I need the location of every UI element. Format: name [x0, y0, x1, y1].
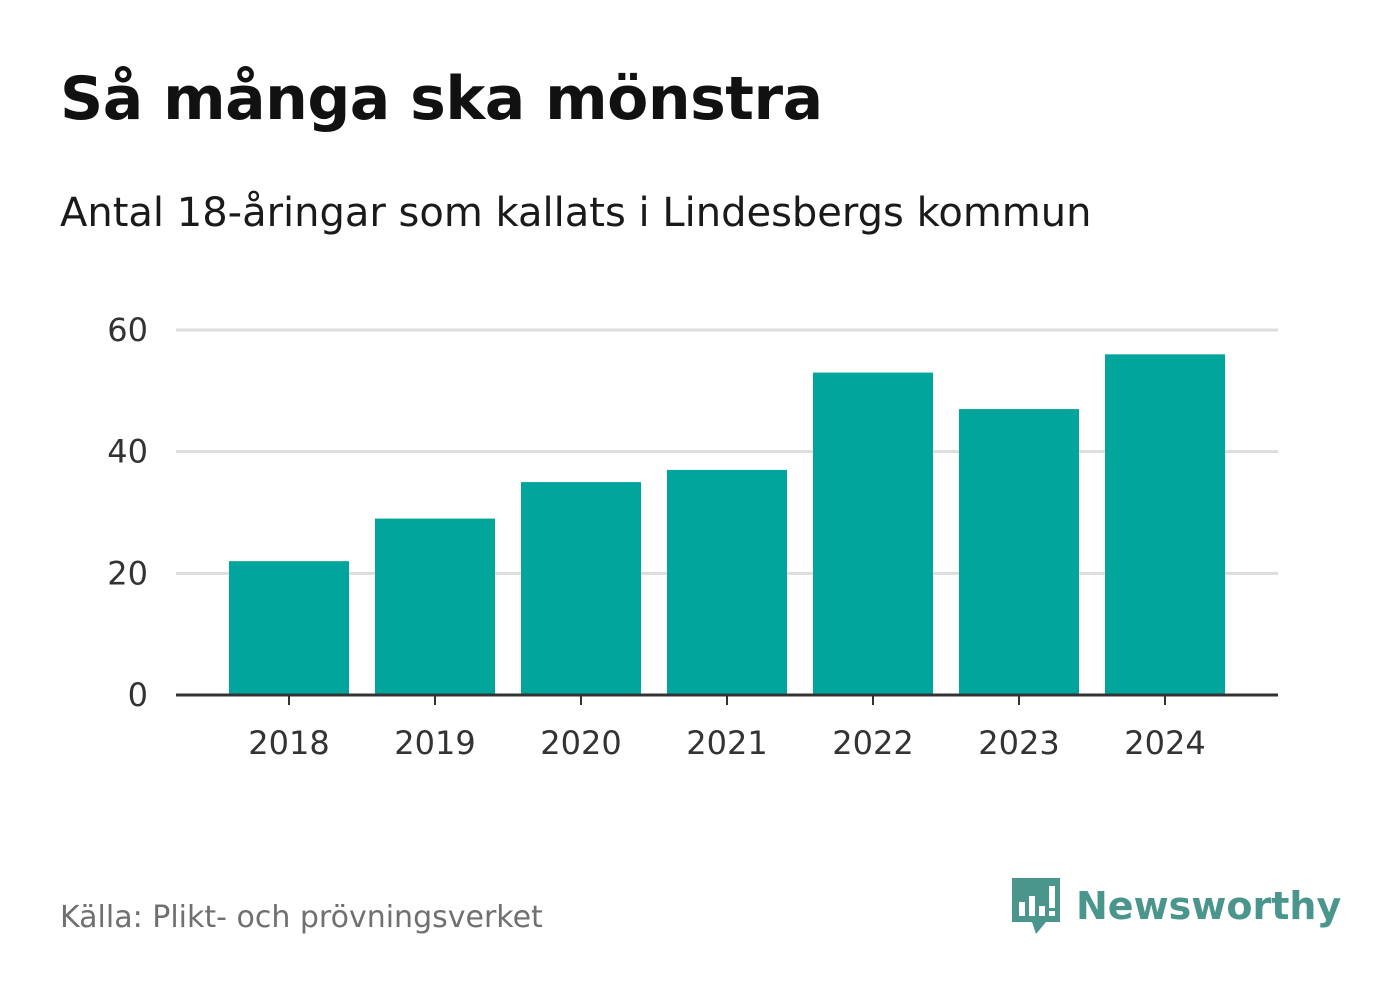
- bar-2021: [667, 469, 787, 695]
- axes: [176, 693, 1278, 705]
- bar-2018: [229, 561, 349, 695]
- bar-2023: [959, 409, 1079, 695]
- brand-logo: Newsworthy: [1010, 876, 1341, 936]
- chart-subtitle: Antal 18-åringar som kallats i Lindesber…: [60, 190, 1092, 236]
- x-tick-label: 2022: [832, 724, 913, 762]
- x-tick-label: 2020: [540, 724, 621, 762]
- chart-title: Så många ska mönstra: [60, 64, 823, 134]
- bars: [229, 354, 1225, 695]
- newsworthy-chart-icon: [1012, 878, 1060, 934]
- y-tick-label: 0: [128, 676, 148, 714]
- source-note: Källa: Plikt- och prövningsverket: [60, 900, 543, 935]
- bar-2024: [1105, 354, 1225, 695]
- x-tick-label: 2024: [1124, 724, 1205, 762]
- bar-2019: [375, 518, 495, 695]
- x-tick-label: 2023: [978, 724, 1059, 762]
- bar-2022: [813, 372, 933, 695]
- y-tick-label: 40: [107, 433, 148, 471]
- bar-2020: [521, 482, 641, 695]
- x-tick-label: 2021: [686, 724, 767, 762]
- x-tick-label: 2019: [394, 724, 475, 762]
- y-tick-label: 20: [107, 554, 148, 592]
- brand-name: Newsworthy: [1076, 884, 1342, 928]
- tick-labels: 0 20 40 60 2018 2019 2020 2021 2022 2023 2024: [107, 311, 1205, 762]
- x-tick-label: 2018: [248, 724, 329, 762]
- y-tick-label: 60: [107, 311, 148, 349]
